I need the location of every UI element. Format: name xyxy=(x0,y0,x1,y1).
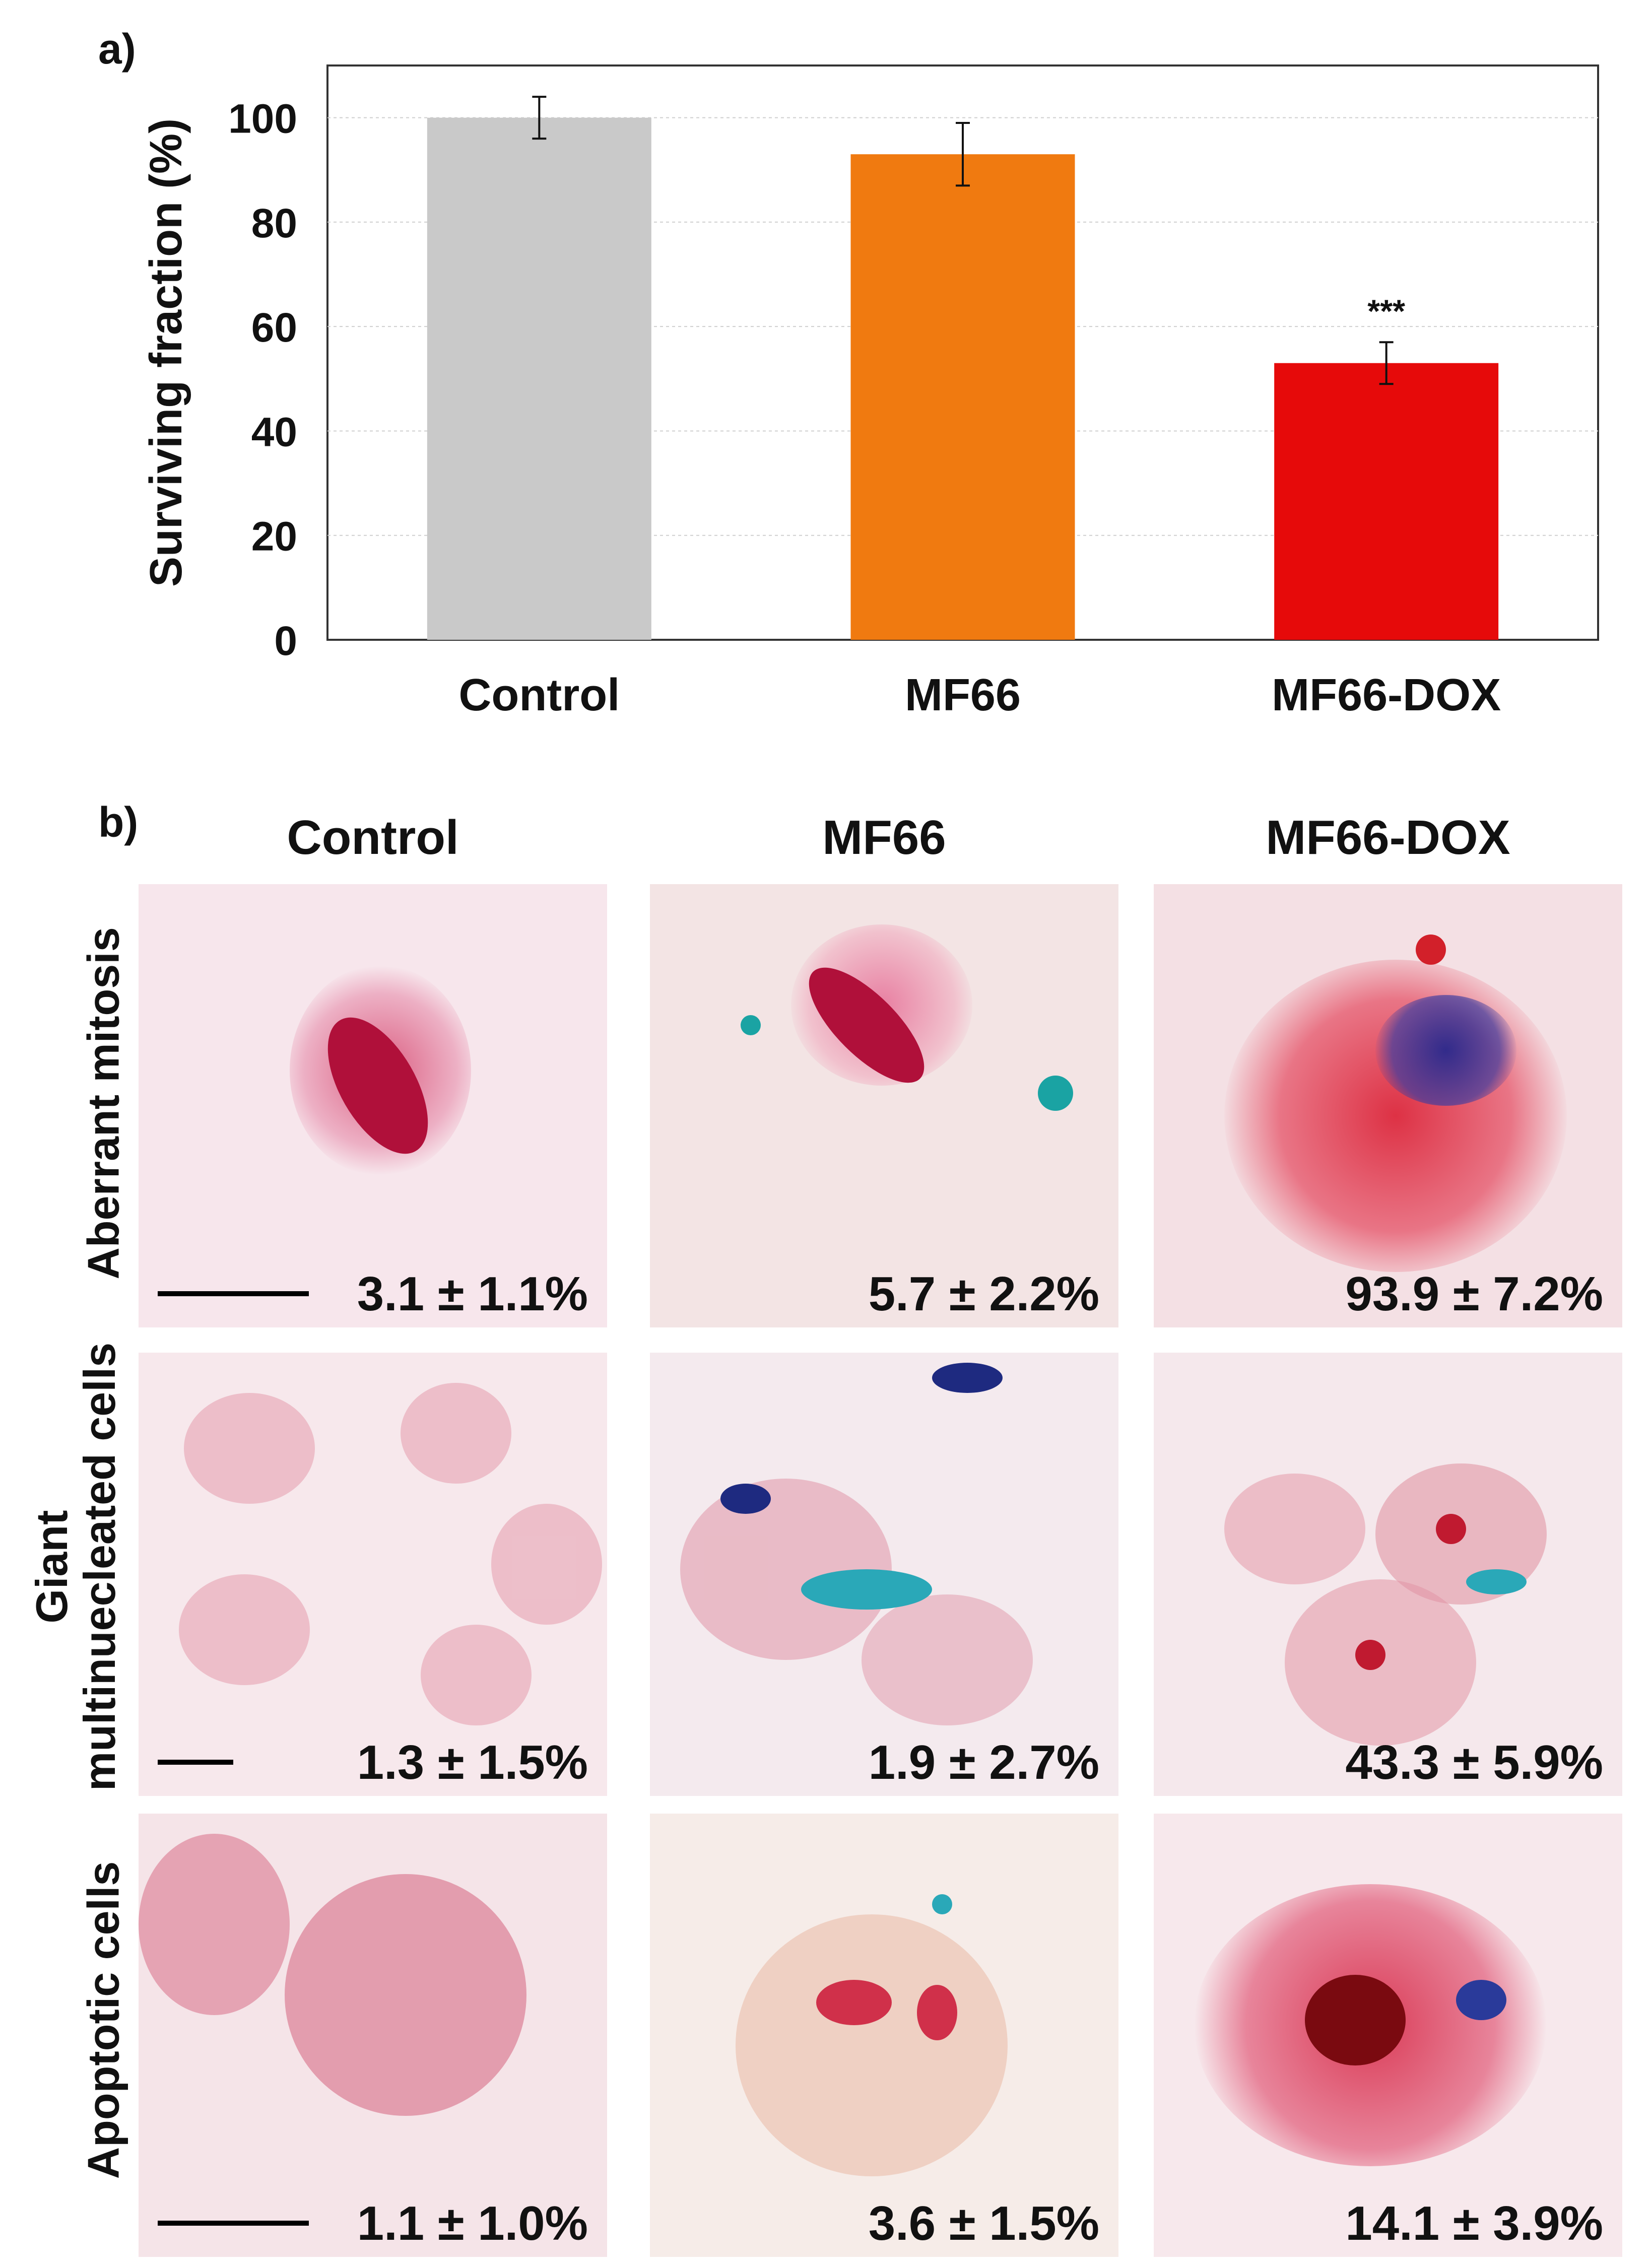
y-tick-label-80: 80 xyxy=(251,201,297,246)
significance-label-mf66-dox: *** xyxy=(1367,293,1405,329)
percentage-label: 5.7 ± 2.2% xyxy=(868,1267,1099,1321)
blue-granule-cluster xyxy=(1456,1980,1506,2020)
micrograph-aberrant-mitosis-mf66-dox: 93.9 ± 7.2% xyxy=(1154,884,1622,1327)
micrograph-apoptotic-cells-mf66-dox: 14.1 ± 3.9% xyxy=(1154,1814,1622,2257)
y-axis-label: Surviving fraction (%) xyxy=(141,118,191,587)
bar-control xyxy=(427,117,651,640)
fragmented-nucleus xyxy=(917,1985,957,2040)
y-tick-labels: 0 20 40 60 80 100 xyxy=(228,96,297,664)
micrograph-aberrant-mitosis-control: 3.1 ± 1.1% xyxy=(139,884,607,1327)
x-tick-labels: Control MF66 MF66-DOX xyxy=(458,670,1501,720)
cell-body xyxy=(1224,1474,1365,1584)
nucleus xyxy=(401,1383,511,1484)
nucleus xyxy=(179,1574,310,1685)
blue-granule xyxy=(932,1894,952,1914)
row-header-apoptotic-cells: Apoptotic cells xyxy=(78,1861,128,2179)
scale-bar xyxy=(158,1760,233,1765)
cell-body xyxy=(862,1594,1033,1725)
y-tick-label-20: 20 xyxy=(251,514,297,560)
nucleus xyxy=(421,1625,532,1725)
blue-granule-cluster xyxy=(932,1363,1003,1393)
nucleus xyxy=(139,1834,290,2015)
micrograph-apoptotic-cells-control: 1.1 ± 1.0% xyxy=(139,1814,607,2257)
nucleolus xyxy=(1436,1514,1466,1544)
column-header-control: Control xyxy=(287,811,459,864)
blue-granule xyxy=(1038,1076,1073,1111)
nucleus xyxy=(184,1393,315,1504)
x-tick-label-control: Control xyxy=(458,670,620,720)
red-vesicle xyxy=(1416,935,1446,965)
bar-mf66 xyxy=(850,154,1075,640)
y-tick-label-60: 60 xyxy=(251,305,297,351)
row-header-giant-multinucleated-cells: Giant multinuecleated cells xyxy=(26,1342,124,1791)
row-header-aberrant-mitosis: Aberrant mitosis xyxy=(78,927,128,1280)
blue-granule-cluster xyxy=(801,1569,932,1610)
cell-body xyxy=(736,1914,1008,2176)
nucleus xyxy=(285,1874,526,2116)
blue-granule-cluster xyxy=(720,1484,771,1514)
percentage-label: 43.3 ± 5.9% xyxy=(1345,1736,1603,1789)
micrograph-giant-cells-mf66: 1.9 ± 2.7% xyxy=(650,1353,1118,1796)
y-tick-label-40: 40 xyxy=(251,409,297,455)
blue-granule-cluster xyxy=(1466,1569,1527,1594)
significance-labels: *** xyxy=(1367,293,1405,329)
scale-bar xyxy=(158,1291,309,1296)
error-bars xyxy=(532,96,1394,385)
cell-body-stain xyxy=(1224,960,1567,1272)
panel-a-label: a) xyxy=(98,25,136,73)
fragmented-nucleus xyxy=(816,1980,892,2025)
percentage-label: 14.1 ± 3.9% xyxy=(1345,2196,1603,2250)
x-tick-label-mf66-dox: MF66-DOX xyxy=(1272,670,1501,720)
percentage-label: 93.9 ± 7.2% xyxy=(1345,1267,1603,1321)
bar-mf66-dox xyxy=(1274,363,1499,640)
bars xyxy=(427,117,1499,640)
percentage-label: 1.1 ± 1.0% xyxy=(357,2196,588,2250)
panel-b-label: b) xyxy=(98,798,139,846)
y-tick-label-100: 100 xyxy=(228,96,297,142)
row-header-line-2: multinuecleated cells xyxy=(75,1342,124,1791)
surviving-fraction-bar-chart: 0 20 40 60 80 100 Control MF66 MF66-DOX *** Sur… xyxy=(141,64,1599,720)
scale-bar xyxy=(158,2221,309,2226)
column-header-mf66: MF66 xyxy=(822,811,946,864)
micrograph-giant-cells-mf66-dox: 43.3 ± 5.9% xyxy=(1154,1353,1622,1796)
percentage-label: 3.6 ± 1.5% xyxy=(868,2196,1099,2250)
nucleolus xyxy=(1355,1640,1385,1670)
row-header-line-1: Giant xyxy=(26,1510,77,1624)
percentage-label: 1.3 ± 1.5% xyxy=(357,1736,588,1789)
blue-granule xyxy=(741,1015,761,1035)
micrograph-giant-cells-control: 1.3 ± 1.5% xyxy=(139,1353,607,1796)
percentage-label: 1.9 ± 2.7% xyxy=(868,1736,1099,1789)
nucleus xyxy=(491,1504,602,1625)
column-header-mf66-dox: MF66-DOX xyxy=(1266,811,1510,864)
blue-chromatin-cluster xyxy=(1375,995,1516,1106)
x-tick-label-mf66: MF66 xyxy=(905,670,1021,720)
micrograph-aberrant-mitosis-mf66: 5.7 ± 2.2% xyxy=(650,884,1118,1327)
condensed-nucleus xyxy=(1305,1975,1406,2065)
micrograph-apoptotic-cells-mf66: 3.6 ± 1.5% xyxy=(650,1814,1118,2257)
y-tick-label-0: 0 xyxy=(274,618,297,664)
percentage-label: 3.1 ± 1.1% xyxy=(357,1267,588,1321)
